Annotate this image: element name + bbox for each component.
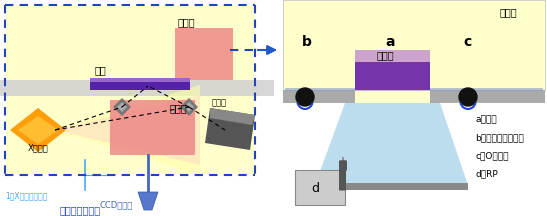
Bar xyxy=(283,90,545,103)
Text: 試料: 試料 xyxy=(95,65,107,75)
Bar xyxy=(355,62,430,90)
Bar xyxy=(355,50,430,62)
Bar xyxy=(283,0,545,216)
Polygon shape xyxy=(184,102,194,112)
Text: c：Oリング: c：Oリング xyxy=(475,151,509,160)
Bar xyxy=(355,90,430,103)
Text: 分光室: 分光室 xyxy=(170,103,188,113)
Text: 試料室: 試料室 xyxy=(500,7,517,17)
Bar xyxy=(110,100,195,155)
Polygon shape xyxy=(210,108,255,125)
Text: a: a xyxy=(385,35,395,49)
Bar xyxy=(295,170,345,205)
Polygon shape xyxy=(18,116,58,144)
Text: a：試料: a：試料 xyxy=(475,116,497,124)
Text: 検出器: 検出器 xyxy=(212,98,227,108)
Polygon shape xyxy=(180,98,198,116)
Polygon shape xyxy=(55,95,200,165)
Bar xyxy=(285,88,543,91)
Bar xyxy=(90,82,190,90)
Polygon shape xyxy=(55,85,200,175)
Bar xyxy=(315,183,468,190)
Text: 試料室: 試料室 xyxy=(178,17,196,27)
Circle shape xyxy=(296,88,314,106)
Bar xyxy=(0,80,274,96)
Polygon shape xyxy=(113,98,131,116)
Bar xyxy=(90,78,190,82)
Bar xyxy=(283,0,545,90)
Circle shape xyxy=(459,88,477,106)
Polygon shape xyxy=(10,108,66,152)
Polygon shape xyxy=(138,192,158,210)
Text: d：RP: d：RP xyxy=(475,170,498,178)
Text: d: d xyxy=(311,181,319,194)
Text: CCDカメラ: CCDカメラ xyxy=(100,200,133,210)
Polygon shape xyxy=(315,103,468,185)
Polygon shape xyxy=(117,102,127,112)
Text: b：高分子フィルム: b：高分子フィルム xyxy=(475,133,523,143)
Polygon shape xyxy=(205,108,255,150)
Bar xyxy=(6,6,254,174)
Text: １次コリメータ: １次コリメータ xyxy=(60,205,101,215)
Text: 1次X線フィルター: 1次X線フィルター xyxy=(5,192,48,200)
Text: 分光室: 分光室 xyxy=(376,50,394,60)
Text: X線管球: X線管球 xyxy=(28,143,49,152)
Text: c: c xyxy=(464,35,472,49)
Text: b: b xyxy=(302,35,312,49)
Bar xyxy=(175,28,233,80)
